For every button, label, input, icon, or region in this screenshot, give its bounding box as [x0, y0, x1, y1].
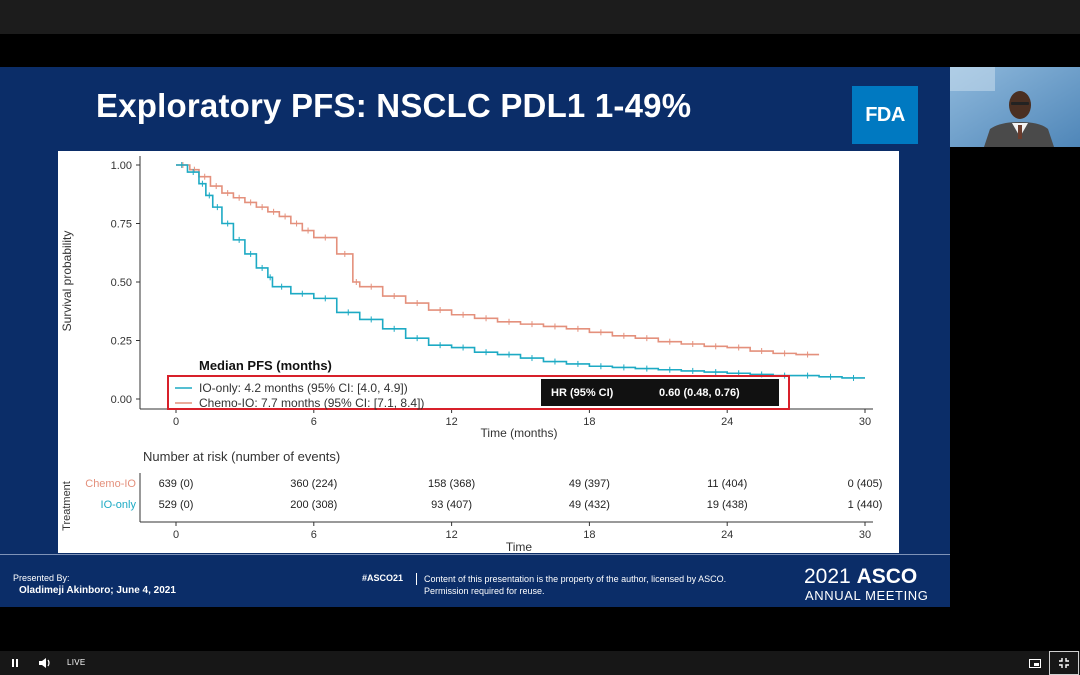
risk-cell: 360 (224)	[290, 478, 337, 490]
conference-hashtag: #ASCO21	[362, 573, 404, 583]
risk-row-label-io-only: IO-only	[101, 499, 137, 511]
exit-fullscreen-icon	[1059, 658, 1069, 668]
exit-fullscreen-button[interactable]	[1049, 651, 1079, 675]
y-tick-label: 0.75	[111, 219, 132, 231]
volume-button[interactable]	[34, 651, 56, 675]
picture-in-picture-button[interactable]	[1025, 651, 1045, 675]
risk-table-x-label: Time	[506, 540, 533, 553]
top-bar	[0, 0, 1080, 34]
meeting-year: 2021	[804, 565, 851, 588]
y-tick-label: 0.00	[111, 394, 132, 406]
risk-x-tick-label: 18	[583, 529, 595, 541]
pip-icon	[1029, 658, 1041, 668]
x-axis-label: Time (months)	[481, 426, 558, 440]
meeting-subtitle: ANNUAL MEETING	[805, 588, 929, 603]
speaker-video-thumbnail[interactable]	[950, 67, 1080, 147]
pause-icon-bar	[12, 659, 14, 667]
x-tick-label: 12	[445, 416, 457, 428]
x-tick-label: 30	[859, 416, 871, 428]
km-plot-panel: 0.00 0.25 0.50 0.75 1.00 0 6 12 18 24 30 Survival…	[58, 151, 899, 553]
copyright-notice: Content of this presentation is the prop…	[424, 573, 784, 597]
copyright-line-2: Permission required for reuse.	[424, 586, 545, 596]
risk-cell: 1 (440)	[848, 499, 883, 511]
risk-table-side-label: Treatment	[61, 481, 73, 531]
risk-x-tick-label: 6	[311, 529, 317, 541]
presenter-name: Oladimeji Akinboro; June 4, 2021	[19, 585, 176, 596]
risk-cell: 200 (308)	[290, 499, 337, 511]
presentation-slide: Exploratory PFS: NSCLC PDL1 1-49% FDA 0.…	[0, 67, 950, 607]
speaker-glasses	[1011, 102, 1029, 105]
km-curve-chemo-io	[176, 164, 820, 356]
player-control-bar: LIVE	[0, 651, 1080, 675]
asco-meeting-logo: 2021 ASCO	[804, 565, 917, 589]
slide-title: Exploratory PFS: NSCLC PDL1 1-49%	[96, 87, 692, 124]
risk-cell: 158 (368)	[428, 478, 475, 490]
legend-entry-chemo-io: Chemo-IO: 7.7 months (95% CI: [7.1, 8.4]…	[199, 396, 424, 410]
y-axis-label: Survival probability	[60, 231, 74, 332]
risk-x-tick-label: 12	[445, 529, 457, 541]
x-tick-label: 24	[721, 416, 733, 428]
hr-box	[541, 379, 779, 406]
risk-cell: 0 (405)	[848, 478, 883, 490]
meeting-name: ASCO	[856, 565, 918, 588]
risk-cell: 11 (404)	[707, 478, 747, 490]
km-curve-io-only	[176, 164, 865, 379]
x-tick-label: 0	[173, 416, 179, 428]
y-tick-label: 0.50	[111, 277, 132, 289]
speaker-tie	[1018, 125, 1022, 139]
risk-cell: 49 (397)	[569, 478, 610, 490]
risk-cell: 49 (432)	[569, 499, 610, 511]
legend-title: Median PFS (months)	[199, 358, 332, 373]
live-indicator: LIVE	[67, 658, 86, 667]
risk-cell: 19 (438)	[707, 499, 748, 511]
risk-cell: 639 (0)	[159, 478, 194, 490]
risk-cell: 93 (407)	[431, 499, 472, 511]
footer-divider	[0, 554, 950, 555]
km-chart: 0.00 0.25 0.50 0.75 1.00 0 6 12 18 24 30 Survival…	[60, 156, 883, 553]
risk-x-tick-label: 24	[721, 529, 733, 541]
risk-x-tick-label: 0	[173, 529, 179, 541]
risk-row-label-chemo-io: Chemo-IO	[85, 478, 136, 490]
hr-value: 0.60 (0.48, 0.76)	[659, 387, 740, 399]
hr-label: HR (95% CI)	[551, 387, 614, 399]
risk-x-tick-label: 30	[859, 529, 871, 541]
volume-icon	[39, 658, 50, 668]
risk-cell: 529 (0)	[159, 499, 194, 511]
legend-highlight-box	[167, 375, 790, 410]
copyright-line-1: Content of this presentation is the prop…	[424, 574, 727, 584]
risk-table-title: Number at risk (number of events)	[143, 449, 340, 464]
x-tick-label: 6	[311, 416, 317, 428]
backdrop-banner	[950, 67, 995, 91]
y-tick-label: 0.25	[111, 336, 132, 348]
presenter-label: Presented By:	[13, 573, 70, 583]
legend-entry-io-only: IO-only: 4.2 months (95% CI: [4.0, 4.9])	[199, 381, 408, 395]
fda-logo: FDA	[852, 86, 918, 144]
footer-separator	[416, 573, 417, 585]
pause-icon-bar	[16, 659, 18, 667]
speaker-image	[950, 67, 1080, 147]
y-tick-label: 1.00	[111, 160, 132, 172]
pause-button[interactable]	[6, 651, 24, 675]
x-tick-label: 18	[583, 416, 595, 428]
